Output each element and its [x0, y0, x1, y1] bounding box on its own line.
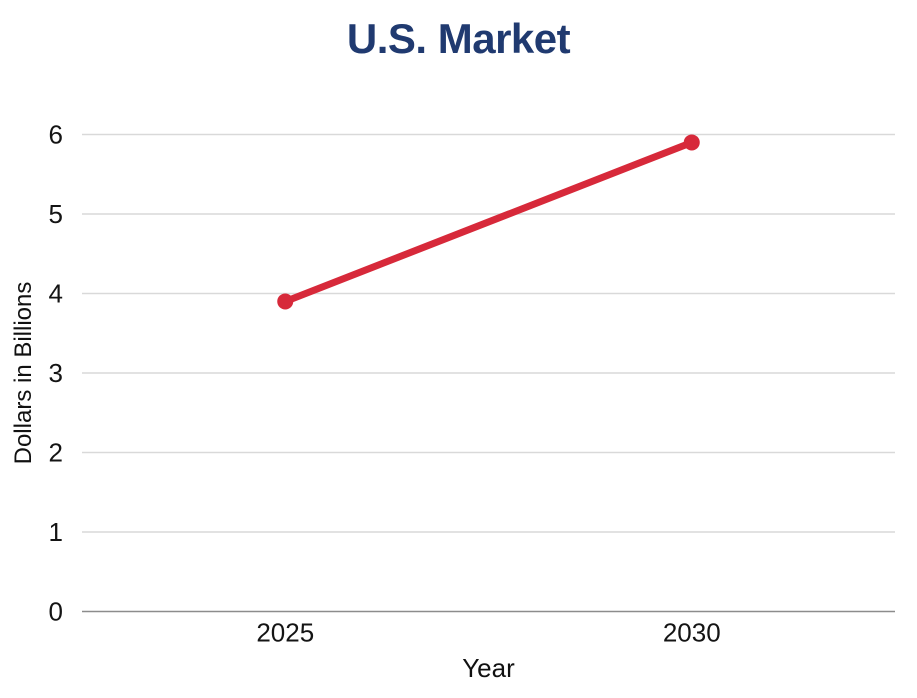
- y-tick-label: 2: [49, 438, 63, 468]
- chart-title: U.S. Market: [346, 15, 571, 62]
- data-point: [683, 134, 700, 151]
- x-tick-label: 2030: [663, 618, 721, 648]
- data-point: [277, 293, 294, 310]
- y-tick-label: 3: [49, 358, 63, 388]
- y-tick-label: 1: [49, 517, 63, 547]
- y-tick-label: 5: [49, 199, 63, 229]
- y-tick-label: 4: [49, 279, 63, 309]
- x-tick-label: 2025: [256, 618, 314, 648]
- data-line: [281, 138, 696, 305]
- y-tick-label: 0: [49, 597, 63, 627]
- y-tick-label: 6: [49, 120, 63, 150]
- x-axis-title: Year: [462, 653, 515, 683]
